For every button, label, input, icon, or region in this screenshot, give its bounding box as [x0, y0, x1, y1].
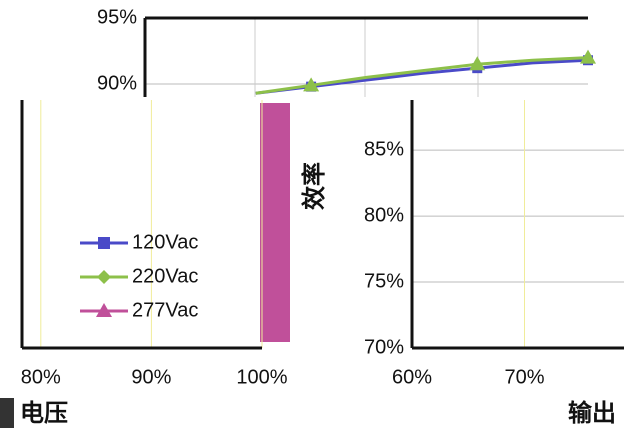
legend-marker — [96, 303, 112, 317]
legend-label: 220Vac — [132, 265, 198, 287]
x-tick-label: 70% — [504, 366, 544, 388]
x-axis-label: 输出 — [568, 399, 616, 427]
x-axis-label: 电压 — [20, 399, 68, 427]
legend-label: 120Vac — [132, 231, 198, 253]
legend-marker — [98, 237, 110, 249]
x-tick-label: 80% — [21, 366, 61, 388]
y-tick-label: 70% — [364, 336, 404, 358]
y-tick-label: 85% — [364, 138, 404, 160]
y-tick-label: 75% — [364, 270, 404, 292]
series-marker — [469, 56, 486, 71]
x-tick-label: 100% — [236, 366, 287, 388]
series-marker — [303, 77, 320, 92]
x-tick-label: 60% — [392, 366, 432, 388]
legend-label: 277Vac — [132, 299, 198, 321]
legend-marker — [97, 270, 111, 284]
y-tick-label: 90% — [97, 72, 137, 94]
series-marker — [580, 49, 596, 64]
artifact-bar — [260, 100, 290, 342]
artifact-block — [0, 398, 14, 428]
x-tick-label: 90% — [131, 366, 171, 388]
y-tick-label: 95% — [97, 6, 137, 28]
white-band — [0, 97, 624, 103]
y-axis-label: 效率 — [300, 162, 328, 210]
y-tick-label: 80% — [364, 204, 404, 226]
